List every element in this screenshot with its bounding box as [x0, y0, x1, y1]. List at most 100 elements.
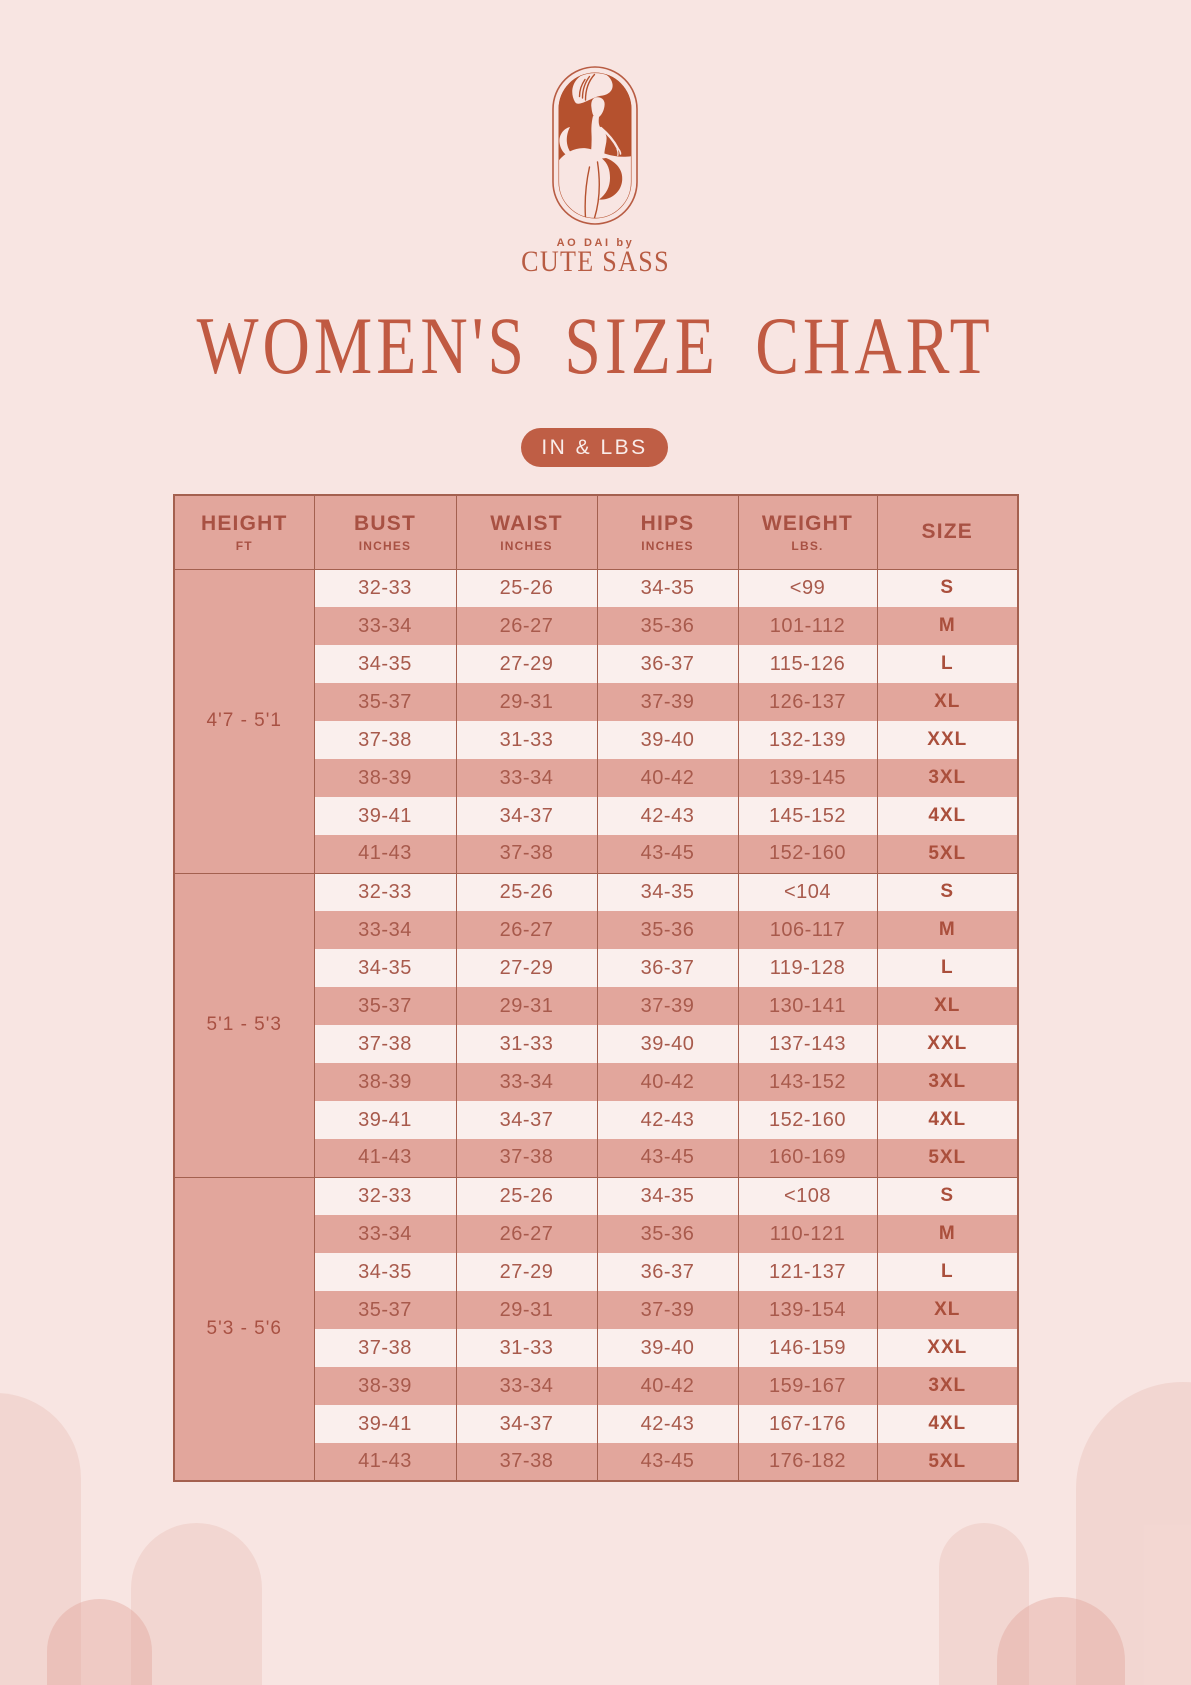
value-cell: 43-45	[596, 1443, 739, 1481]
table-row: 35-37 29-31 37-39 126-137 XL	[174, 683, 1019, 721]
value-cell: 101-112	[737, 607, 878, 645]
value-cell: 33-34	[455, 1063, 598, 1101]
table-row: 39-41 34-37 42-43 167-176 4XL	[174, 1405, 1019, 1443]
size-cell: XL	[876, 683, 1019, 721]
column-label: BUST	[354, 511, 416, 535]
value-cell: 29-31	[455, 987, 598, 1025]
value-cell: 42-43	[596, 1101, 739, 1139]
value-cell: 38-39	[313, 759, 457, 797]
table-row: 34-35 27-29 36-37 121-137 L	[174, 1253, 1019, 1291]
table-row: 37-38 31-33 39-40 132-139 XXL	[174, 721, 1019, 759]
value-cell: 119-128	[737, 949, 878, 987]
unit-badge: IN & LBS	[521, 428, 668, 467]
value-cell: 110-121	[737, 1215, 878, 1253]
table-row: 41-43 37-38 43-45 160-169 5XL	[174, 1139, 1019, 1177]
table-row: 39-41 34-37 42-43 152-160 4XL	[174, 1101, 1019, 1139]
value-cell: 39-41	[313, 797, 457, 835]
column-sublabel: INCHES	[500, 538, 553, 553]
table-row: 41-43 37-38 43-45 176-182 5XL	[174, 1443, 1019, 1481]
value-cell: 43-45	[596, 835, 739, 873]
col-header-bust: BUST INCHES	[313, 495, 457, 570]
col-header-weight: WEIGHT LBS.	[737, 495, 878, 570]
value-cell: 176-182	[737, 1443, 878, 1481]
value-cell: 41-43	[313, 1443, 457, 1481]
value-cell: 38-39	[313, 1367, 457, 1405]
table-row: 37-38 31-33 39-40 146-159 XXL	[174, 1329, 1019, 1367]
size-cell: XL	[876, 987, 1019, 1025]
size-cell: 5XL	[876, 1139, 1019, 1177]
table-row: 34-35 27-29 36-37 115-126 L	[174, 645, 1019, 683]
size-cell: 3XL	[876, 1063, 1019, 1101]
size-cell: S	[876, 568, 1019, 607]
value-cell: 40-42	[596, 1063, 739, 1101]
value-cell: 146-159	[737, 1329, 878, 1367]
value-cell: 115-126	[737, 645, 878, 683]
value-cell: 139-145	[737, 759, 878, 797]
value-cell: 41-43	[313, 1139, 457, 1177]
brand-tagline: AO DAI by	[556, 237, 635, 249]
value-cell: 40-42	[596, 1367, 739, 1405]
value-cell: 35-36	[596, 911, 739, 949]
value-cell: <108	[737, 1176, 878, 1215]
value-cell: 37-39	[596, 1291, 739, 1329]
value-cell: 35-37	[313, 987, 457, 1025]
brand-name-text: CUTE SASS	[521, 245, 670, 278]
col-header-waist: WAIST INCHES	[455, 495, 598, 570]
table-row: 35-37 29-31 37-39 130-141 XL	[174, 987, 1019, 1025]
value-cell: 39-41	[313, 1101, 457, 1139]
value-cell: 42-43	[596, 1405, 739, 1443]
value-cell: 152-160	[737, 835, 878, 873]
value-cell: 159-167	[737, 1367, 878, 1405]
value-cell: 36-37	[596, 949, 739, 987]
value-cell: 139-154	[737, 1291, 878, 1329]
value-cell: 36-37	[596, 645, 739, 683]
size-cell: 5XL	[876, 835, 1019, 873]
value-cell: 145-152	[737, 797, 878, 835]
value-cell: 34-35	[313, 645, 457, 683]
value-cell: 29-31	[455, 683, 598, 721]
value-cell: 31-33	[455, 721, 598, 759]
value-cell: 126-137	[737, 683, 878, 721]
value-cell: 26-27	[455, 607, 598, 645]
value-cell: 32-33	[313, 872, 457, 911]
value-cell: 34-35	[596, 872, 739, 911]
value-cell: 27-29	[455, 645, 598, 683]
value-cell: 121-137	[737, 1253, 878, 1291]
value-cell: 34-35	[313, 949, 457, 987]
column-label: HEIGHT	[200, 511, 288, 535]
size-table: HEIGHT FT BUST INCHES WAIST INCHES HIPS …	[173, 494, 1019, 1482]
value-cell: 27-29	[455, 949, 598, 987]
height-group-0: 4'7 - 5'1 32-33 25-26 34-35 <99 S 33-34 26-27 35…	[173, 568, 1019, 873]
value-cell: 36-37	[596, 1253, 739, 1291]
value-cell: 37-38	[455, 1443, 598, 1481]
size-cell: 4XL	[876, 797, 1019, 835]
value-cell: 37-39	[596, 987, 739, 1025]
table-row: 4'7 - 5'1 32-33 25-26 34-35 <99 S	[173, 568, 1019, 873]
size-cell: L	[876, 1253, 1019, 1291]
value-cell: 34-37	[455, 797, 598, 835]
value-cell: 39-40	[596, 1025, 739, 1063]
size-cell: XXL	[876, 721, 1019, 759]
value-cell: 37-38	[313, 1329, 457, 1367]
value-cell: 26-27	[455, 911, 598, 949]
value-cell: 27-29	[455, 1253, 598, 1291]
value-cell: 25-26	[455, 872, 598, 911]
column-label: WAIST	[490, 511, 563, 535]
value-cell: 34-37	[455, 1405, 598, 1443]
value-cell: 26-27	[455, 1215, 598, 1253]
value-cell: <104	[737, 872, 878, 911]
column-sublabel: FT	[235, 538, 253, 553]
table-row: 37-38 31-33 39-40 137-143 XXL	[174, 1025, 1019, 1063]
height-group-1: 5'1 - 5'3 32-33 25-26 34-35 <104 S 33-34 26-27 3…	[173, 872, 1019, 1177]
value-cell: 35-37	[313, 1291, 457, 1329]
value-cell: 137-143	[737, 1025, 878, 1063]
size-cell: 4XL	[876, 1405, 1019, 1443]
height-range-cell: 5'1 - 5'3	[173, 872, 315, 1177]
value-cell: 33-34	[455, 759, 598, 797]
table-row: 33-34 26-27 35-36 106-117 M	[174, 911, 1019, 949]
table-row: 35-37 29-31 37-39 139-154 XL	[174, 1291, 1019, 1329]
size-table-header: HEIGHT FT BUST INCHES WAIST INCHES HIPS …	[173, 495, 1019, 570]
value-cell: 130-141	[737, 987, 878, 1025]
value-cell: 31-33	[455, 1329, 598, 1367]
value-cell: 33-34	[313, 911, 457, 949]
